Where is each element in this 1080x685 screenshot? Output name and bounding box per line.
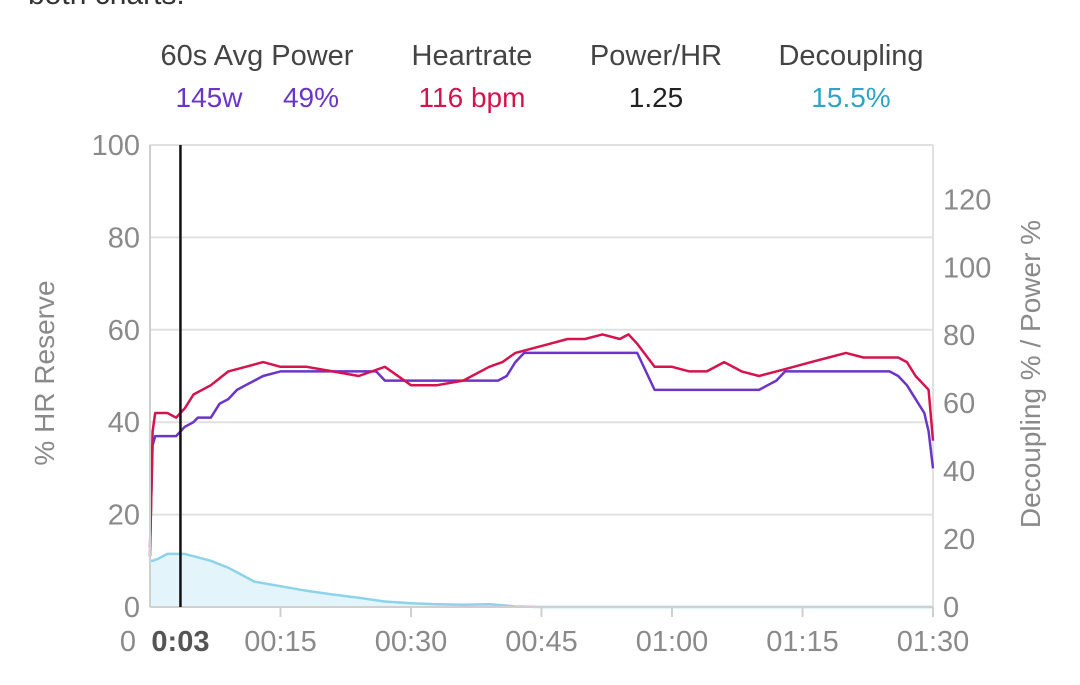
current-time-label: 0:03 [151,626,209,658]
right-tick-label: 80 [943,320,975,352]
right-axis-title: Decoupling % / Power % [1015,220,1046,528]
right-tick-label: 40 [943,456,975,488]
x-tick-label: 00:45 [505,626,578,658]
series-2-area [150,553,933,607]
x-tick-label: 01:30 [897,626,970,658]
right-tick-label: 60 [943,388,975,420]
avg-power-label: 60s Avg Power [160,40,354,72]
avg-power-percent-value: 49% [282,82,340,113]
left-axis-title: % HR Reserve [29,280,60,465]
x-tick-label: 0 [120,626,136,658]
x-tick-label: 01:00 [636,626,709,658]
clipped-header-text: both charts. [28,0,185,12]
right-tick-label: 120 [943,184,991,216]
decoupling-value: 15.5% [811,82,891,113]
heartrate-label: Heartrate [411,40,533,72]
left-tick-label: 100 [92,130,140,162]
avg-power-watts-value: 145w [175,82,243,113]
series-1-line [148,351,935,547]
series-0-line [148,333,935,557]
heartrate-value: 116 bpm [418,82,526,113]
power-hr-value: 1.25 [628,82,684,113]
left-tick-label: 20 [108,500,140,532]
power-hr-label: Power/HR [589,40,723,72]
x-tick-label: 00:15 [244,626,317,658]
left-tick-label: 0 [124,592,140,624]
left-tick-label: 40 [108,407,140,439]
left-tick-label: 60 [108,315,140,347]
right-tick-label: 0 [943,592,959,624]
decoupling-label: Decoupling [778,40,924,72]
left-tick-label: 80 [108,222,140,254]
right-tick-label: 100 [943,252,991,284]
right-tick-label: 20 [943,524,975,556]
x-tick-label: 01:15 [766,626,839,658]
x-tick-label: 00:30 [375,626,448,658]
stats-panel: 60s Avg Power 145w 49% Heartrate 116 bpm… [0,40,1080,120]
